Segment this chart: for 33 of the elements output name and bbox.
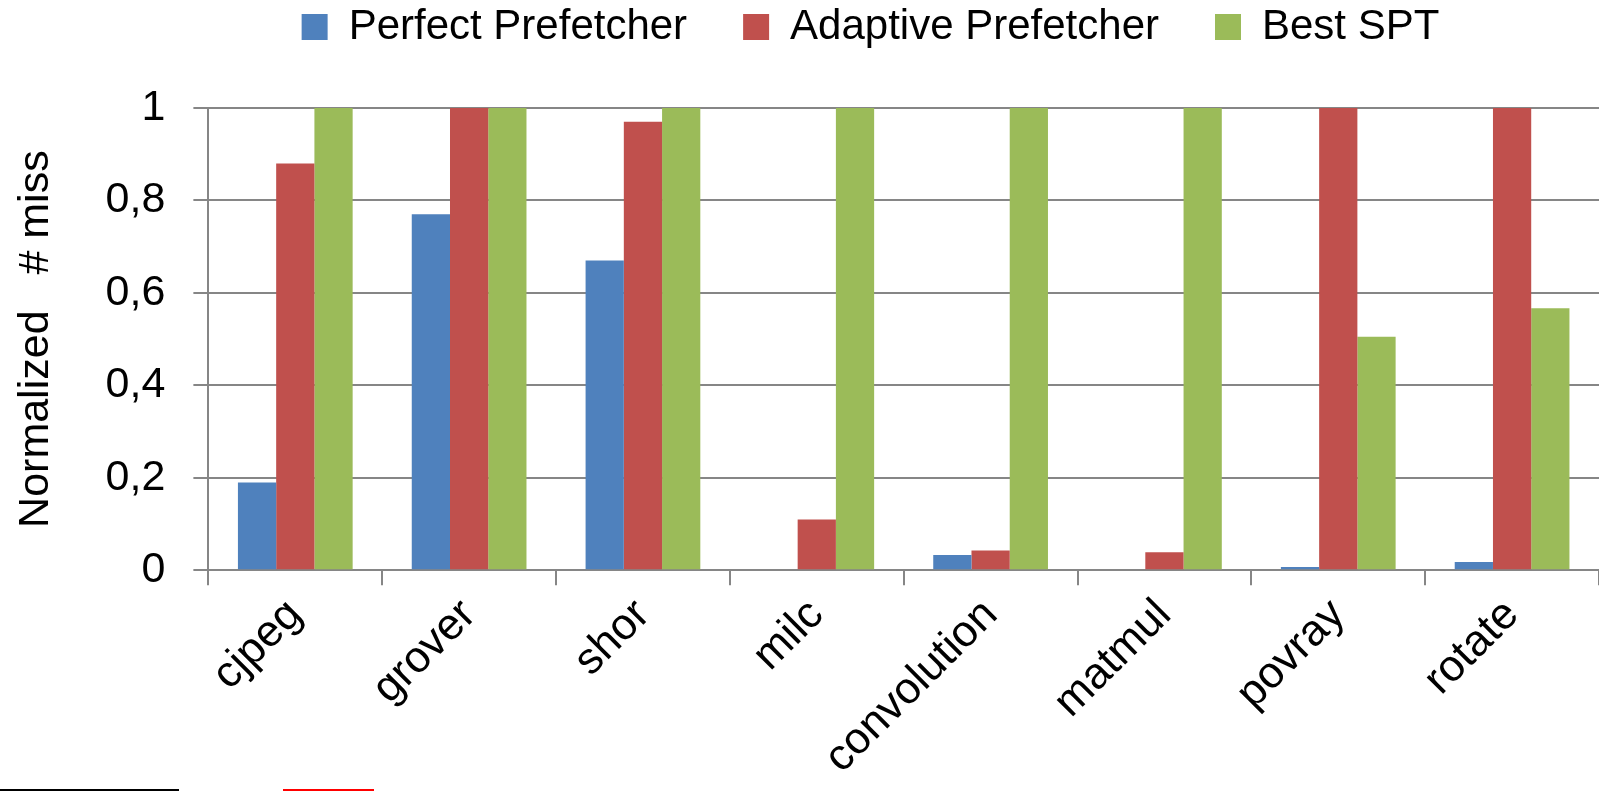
bar <box>1145 552 1184 570</box>
x-tick-label: shor <box>562 588 658 684</box>
bar <box>1009 108 1048 570</box>
bar <box>450 108 489 570</box>
y-tick-label: 0,6 <box>105 265 166 314</box>
bar <box>835 108 875 570</box>
y-tick-label: 1 <box>141 80 166 129</box>
bar <box>1531 308 1570 570</box>
bar <box>488 108 527 570</box>
bar <box>237 482 277 570</box>
bar <box>623 121 663 570</box>
bar <box>585 260 624 570</box>
y-tick-label: 0,4 <box>105 358 166 407</box>
legend-label: Best SPT <box>1261 0 1440 48</box>
bar <box>933 555 972 570</box>
x-tick-label: milc <box>741 588 832 679</box>
legend-label: Adaptive Prefetcher <box>790 0 1159 48</box>
bar <box>1357 336 1396 570</box>
bar <box>797 519 836 570</box>
bar <box>1183 108 1222 570</box>
bar <box>314 108 353 570</box>
bar <box>1454 561 1493 570</box>
bar <box>1492 108 1532 570</box>
bar <box>662 108 701 570</box>
bar <box>1319 108 1358 570</box>
bar <box>971 550 1010 570</box>
y-axis-title: Normalized # miss <box>8 150 57 528</box>
y-tick-label: 0,2 <box>105 450 166 499</box>
bar <box>411 214 450 570</box>
y-tick-label: 0 <box>141 543 166 592</box>
legend-label: Perfect Prefetcher <box>348 0 688 48</box>
y-tick-label: 0,8 <box>105 173 166 222</box>
bar <box>276 163 315 570</box>
